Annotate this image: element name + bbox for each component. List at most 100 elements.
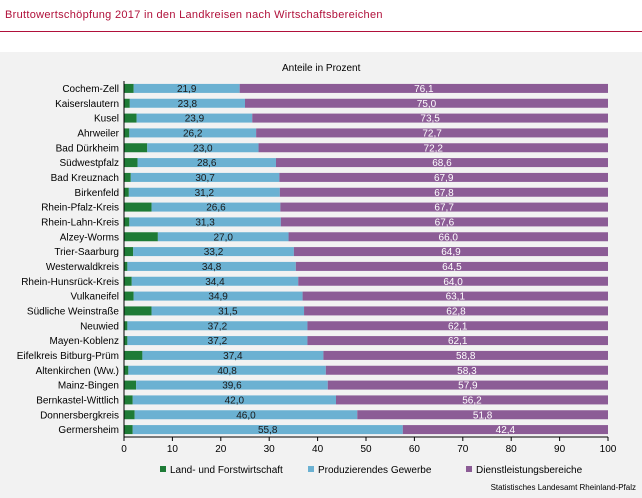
data-label: 23,8 (178, 99, 198, 110)
bar-segment (298, 276, 608, 286)
category-label: Kaiserslautern (55, 99, 119, 110)
category-label: Trier-Saarburg (54, 247, 119, 258)
bar-segment (136, 113, 253, 123)
bar-segment (127, 321, 308, 331)
legend-swatch (308, 466, 314, 472)
bar-segment (124, 261, 128, 271)
bar-segment (402, 425, 608, 435)
data-label: 31,2 (195, 188, 215, 199)
data-label: 64,9 (441, 247, 461, 258)
legend-swatch (160, 466, 166, 472)
bar-segment (136, 380, 328, 390)
category-label: Mayen-Koblenz (50, 336, 119, 347)
bar-segment (124, 128, 130, 138)
bar-segment (129, 217, 281, 227)
data-label: 40,8 (217, 366, 237, 377)
bar-segment (124, 306, 152, 316)
data-label: 28,6 (197, 158, 217, 169)
data-label: 73,5 (420, 114, 440, 125)
bar-segment (256, 128, 608, 138)
category-label: Südliche Weinstraße (27, 306, 120, 317)
data-label: 37,4 (223, 351, 243, 362)
data-label: 42,4 (496, 425, 516, 436)
category-label: Alzey-Worms (60, 232, 119, 243)
bar-segment (280, 202, 608, 212)
bar-segment (327, 380, 608, 390)
title-divider (0, 31, 642, 32)
bar-segment (124, 187, 129, 197)
bar-segment (124, 425, 133, 435)
data-label: 67,9 (434, 173, 454, 184)
bar-segment (275, 158, 608, 168)
data-label: 56,2 (462, 395, 482, 406)
category-label: Cochem-Zell (62, 84, 119, 95)
bar-segment (131, 276, 299, 286)
legend-label: Land- und Forstwirtschaft (170, 465, 283, 476)
data-label: 58,3 (457, 366, 477, 377)
x-tick-label: 100 (600, 444, 617, 455)
bar-segment (124, 336, 128, 346)
bar-segment (129, 98, 245, 108)
bar-segment (147, 143, 259, 153)
data-label: 30,7 (195, 173, 215, 184)
data-label: 67,8 (434, 188, 454, 199)
data-label: 68,6 (432, 158, 452, 169)
legend-label: Produzierendes Gewerbe (318, 465, 432, 476)
bar-segment (127, 261, 296, 271)
legend-label: Dienstleistungsbereiche (476, 465, 583, 476)
bar-segment (124, 202, 152, 212)
bar-segment (128, 365, 326, 375)
bar-segment (124, 247, 134, 257)
data-label: 23,9 (185, 114, 205, 125)
bar-segment (245, 98, 608, 108)
bar-segment (124, 113, 137, 123)
data-label: 58,8 (456, 351, 476, 362)
category-label: Bernkastel-Wittlich (36, 395, 119, 406)
bar-segment (128, 187, 280, 197)
data-label: 42,0 (225, 395, 245, 406)
data-label: 26,6 (206, 203, 226, 214)
bar-segment (279, 172, 608, 182)
data-label: 62,1 (448, 321, 468, 332)
x-tick-label: 30 (264, 444, 276, 455)
data-label: 67,7 (434, 203, 454, 214)
bar-segment (124, 380, 137, 390)
data-label: 37,2 (208, 336, 228, 347)
category-label: Eifelkreis Bitburg-Prüm (17, 351, 119, 362)
x-tick-label: 10 (167, 444, 179, 455)
data-label: 66,0 (439, 232, 459, 243)
bar-segment (325, 365, 608, 375)
bar-segment (124, 158, 138, 168)
bar-segment (129, 128, 257, 138)
data-label: 33,2 (204, 247, 224, 258)
x-tick-label: 40 (312, 444, 324, 455)
bar-segment (157, 232, 289, 242)
legend-swatch (466, 466, 472, 472)
data-label: 34,9 (208, 292, 228, 303)
data-label: 64,0 (443, 277, 463, 288)
data-label: 62,8 (446, 306, 466, 317)
x-tick-label: 50 (360, 444, 372, 455)
data-label: 67,6 (435, 217, 455, 228)
category-label: Kusel (94, 114, 119, 125)
bar-segment (133, 291, 303, 301)
x-tick-label: 70 (457, 444, 469, 455)
bar-segment (132, 395, 336, 405)
x-tick-label: 80 (506, 444, 518, 455)
data-label: 64,5 (442, 262, 462, 273)
category-label: Donnersbergkreis (40, 410, 119, 421)
category-label: Ahrweiler (77, 128, 119, 139)
bar-segment (127, 336, 308, 346)
bar-segment (124, 321, 128, 331)
chart-subtitle: Anteile in Prozent (282, 63, 361, 74)
data-label: 37,2 (208, 321, 228, 332)
category-label: Bad Dürkheim (56, 143, 119, 154)
data-label: 76,1 (414, 84, 434, 95)
data-label: 27,0 (213, 232, 233, 243)
bar-segment (151, 202, 281, 212)
x-tick-label: 20 (215, 444, 227, 455)
bar-segment (323, 350, 608, 360)
data-label: 31,3 (195, 217, 215, 228)
category-label: Rhein-Pfalz-Kreis (41, 203, 119, 214)
bar-segment (357, 410, 608, 420)
